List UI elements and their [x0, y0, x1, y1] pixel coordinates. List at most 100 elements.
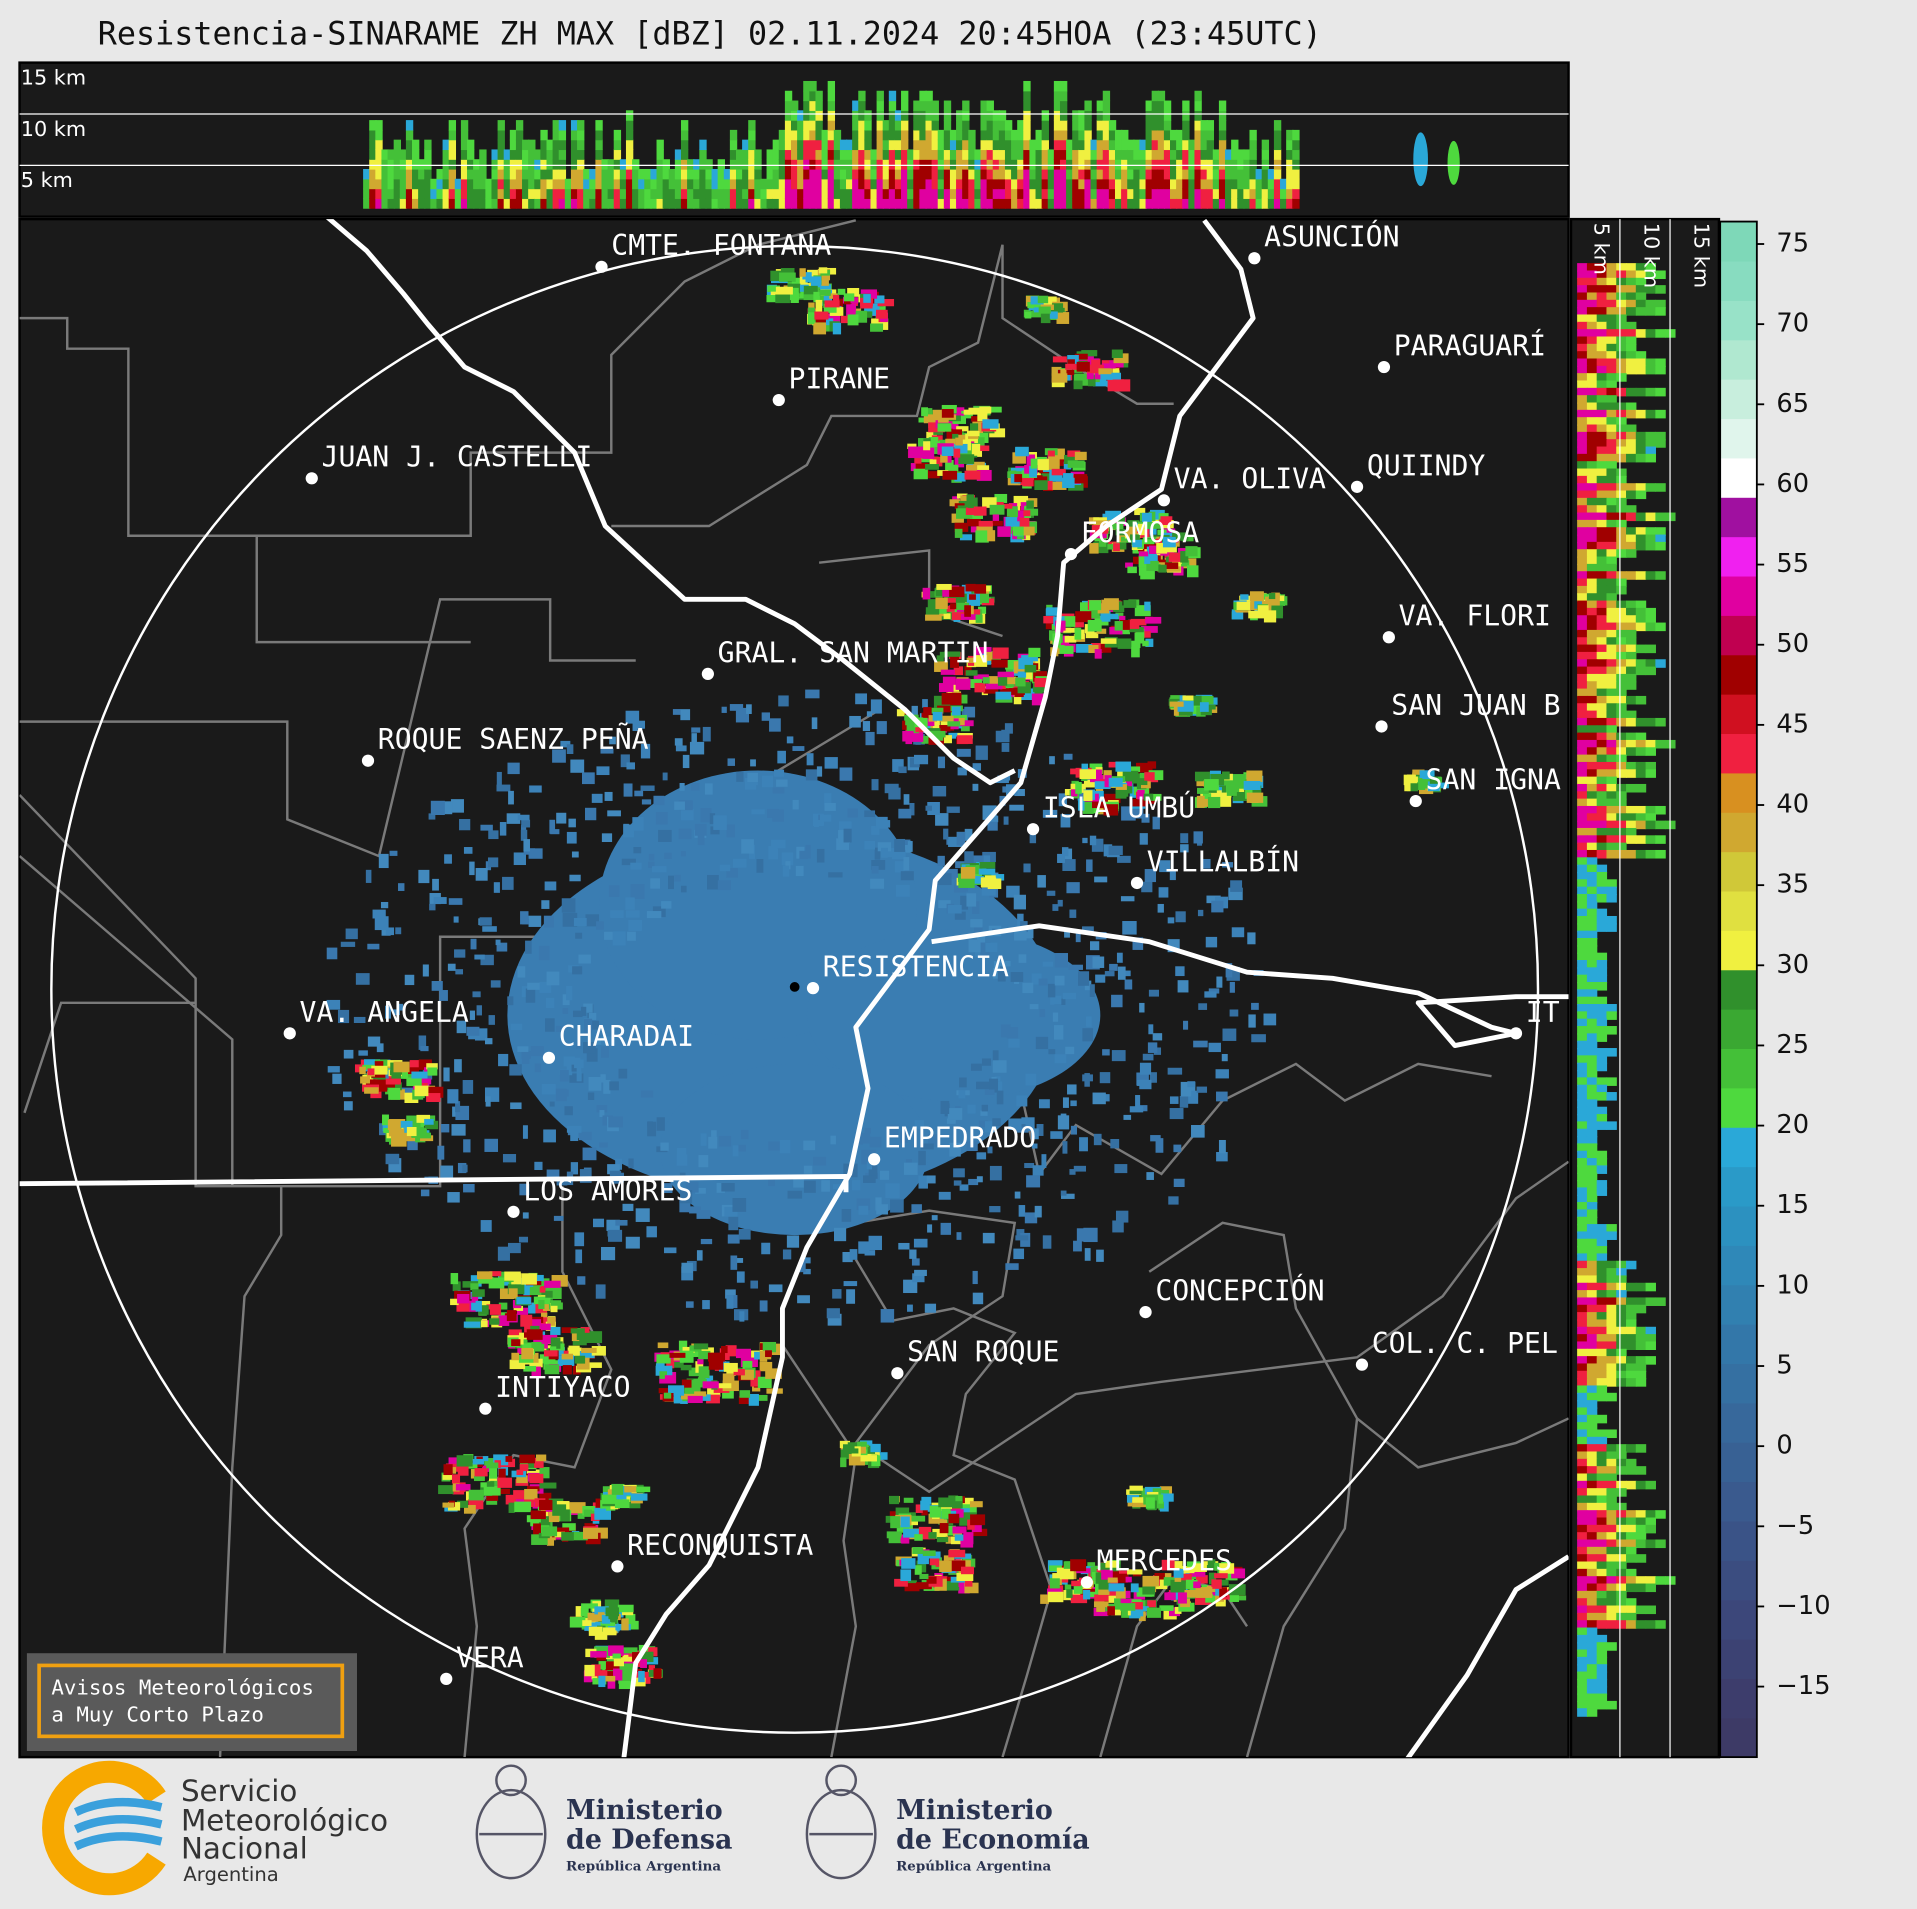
profile-cell: [1655, 299, 1666, 309]
storm-cell: [750, 1378, 760, 1387]
echo-cell: [894, 861, 905, 873]
echo-cell: [1169, 1096, 1179, 1104]
profile-cell: [577, 188, 585, 199]
profile-cell: [1577, 732, 1588, 742]
storm-cell: [524, 1324, 531, 1334]
profile-cell: [1041, 178, 1049, 190]
echo-cell: [1014, 930, 1027, 941]
profile-cell: [1606, 270, 1617, 280]
storm-cell: [1126, 526, 1137, 538]
profile-cell: [1616, 321, 1627, 331]
profile-cell: [949, 188, 958, 199]
storm-cell: [541, 1323, 551, 1331]
echo-cell: [522, 919, 530, 925]
echo-cell: [1091, 838, 1104, 852]
profile-cell: [1577, 937, 1588, 947]
storm-cell: [1067, 359, 1075, 368]
profile-cell: [1616, 717, 1627, 727]
echo-cell: [1023, 863, 1031, 873]
profile-cell: [876, 129, 884, 141]
profile-cell: [1586, 930, 1598, 940]
profile-cell: [876, 110, 884, 121]
storm-cell: [1182, 695, 1194, 701]
echo-cell: [1068, 964, 1083, 970]
echo-cell: [927, 802, 940, 816]
profile-cell: [711, 198, 719, 209]
profile-cell: [540, 188, 548, 199]
profile-cell: [791, 100, 799, 111]
profile-cell: [986, 110, 994, 121]
echo-cell: [482, 926, 497, 932]
profile-cell: [693, 159, 701, 170]
profile-cell: [1596, 681, 1608, 690]
profile-cell: [888, 110, 897, 121]
profile-cell: [1108, 168, 1117, 180]
storm-cell: [1104, 793, 1121, 803]
profile-cell: [937, 198, 946, 209]
storm-cell: [1234, 1595, 1247, 1601]
profile-cell: [846, 178, 854, 190]
profile-cell: [687, 178, 695, 190]
profile-cell: [1114, 188, 1123, 199]
profile-cell: [1029, 149, 1037, 160]
echo-cell: [1168, 1196, 1179, 1205]
echo-cell: [948, 836, 963, 847]
profile-cell: [1596, 424, 1608, 434]
storm-cell: [1195, 1587, 1213, 1598]
echo-cell: [719, 864, 731, 872]
profile-cell: [846, 149, 854, 160]
profile-cell: [522, 159, 530, 170]
profile-cell: [528, 168, 536, 180]
profile-cell: [1577, 292, 1588, 302]
echo-cell: [768, 1284, 783, 1293]
profile-cell: [1017, 149, 1025, 160]
profile-cell: [1586, 299, 1598, 309]
storm-cell: [684, 1389, 699, 1396]
profile-cell: [1655, 439, 1666, 448]
echo-cell: [746, 704, 752, 715]
profile-cell: [1108, 139, 1117, 151]
profile-cell: [570, 198, 579, 209]
echo-cell: [487, 857, 499, 868]
profile-cell: [1286, 198, 1294, 209]
storm-cell: [404, 1092, 419, 1103]
storm-cell: [1057, 635, 1070, 646]
echo-cell: [1037, 875, 1046, 888]
storm-cell: [541, 1526, 558, 1537]
echo-cell: [1075, 932, 1081, 943]
profile-cell: [797, 120, 805, 131]
storm-cell: [1148, 545, 1164, 554]
echo-cell: [786, 1235, 800, 1248]
profile-cell: [1596, 439, 1608, 448]
storm-cell: [1070, 1594, 1088, 1604]
storm-cell: [594, 1507, 612, 1520]
profile-cell: [797, 198, 805, 209]
echo-cell: [1000, 1024, 1011, 1038]
echo-cell: [721, 706, 727, 713]
profile-cell: [1596, 534, 1608, 544]
profile-cell: [1041, 168, 1049, 180]
echo-cell: [1157, 903, 1164, 913]
storm-cell: [1246, 792, 1264, 803]
echo-cell: [997, 971, 1006, 982]
profile-cell: [888, 120, 897, 131]
storm-cell: [923, 441, 931, 451]
profile-cell: [650, 198, 658, 209]
echo-cell: [604, 931, 613, 940]
storm-cell: [799, 268, 806, 277]
profile-cell: [1059, 149, 1068, 160]
echo-cell: [660, 1142, 669, 1151]
storm-cell: [1063, 473, 1074, 480]
profile-cell: [1059, 168, 1068, 180]
height-label: 5 km: [21, 168, 73, 192]
profile-cell: [625, 159, 634, 170]
storm-cell: [543, 1300, 551, 1311]
echo-cell: [498, 1053, 509, 1067]
echo-cell: [1010, 972, 1024, 982]
profile-cell: [1586, 849, 1598, 859]
storm-cell: [472, 1289, 485, 1297]
profile-cell: [473, 178, 481, 190]
storm-cell: [624, 1486, 637, 1493]
profile-cell: [1577, 813, 1588, 822]
echo-cell: [601, 1036, 616, 1046]
